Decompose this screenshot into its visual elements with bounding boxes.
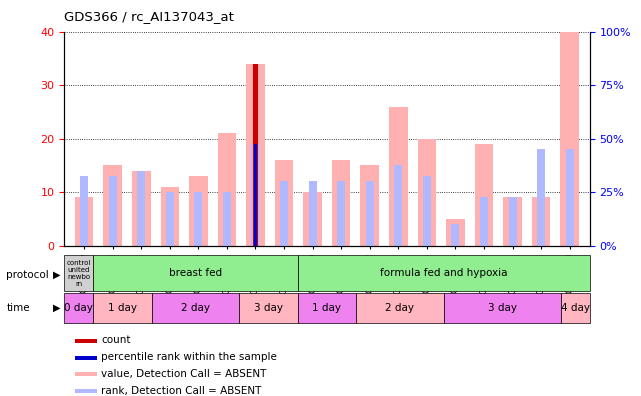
Bar <box>194 192 203 246</box>
Text: 1 day: 1 day <box>312 303 342 313</box>
Text: GDS366 / rc_AI137043_at: GDS366 / rc_AI137043_at <box>64 10 234 23</box>
Bar <box>451 224 460 246</box>
Bar <box>64 255 94 291</box>
Text: 3 day: 3 day <box>254 303 283 313</box>
Bar <box>74 372 97 377</box>
Bar <box>74 339 97 343</box>
Text: value, Detection Call = ABSENT: value, Detection Call = ABSENT <box>101 369 267 379</box>
Bar <box>74 356 97 360</box>
Bar <box>223 192 231 246</box>
Bar <box>74 389 97 393</box>
Text: 0 day: 0 day <box>64 303 93 313</box>
Bar <box>239 293 297 323</box>
Text: count: count <box>101 335 131 345</box>
Bar <box>160 187 179 246</box>
Bar <box>246 64 265 246</box>
Bar <box>508 197 517 246</box>
Bar <box>166 192 174 246</box>
Text: percentile rank within the sample: percentile rank within the sample <box>101 352 278 362</box>
Bar <box>503 197 522 246</box>
Text: time: time <box>6 303 30 313</box>
Text: 3 day: 3 day <box>488 303 517 313</box>
Bar <box>423 176 431 246</box>
Bar <box>152 293 239 323</box>
Bar <box>417 139 436 246</box>
Bar <box>444 293 560 323</box>
Bar <box>394 166 403 246</box>
Text: ▶: ▶ <box>53 270 60 280</box>
Bar <box>253 64 258 246</box>
Bar <box>532 197 551 246</box>
Bar <box>366 181 374 246</box>
Text: rank, Detection Call = ABSENT: rank, Detection Call = ABSENT <box>101 386 262 396</box>
Bar <box>94 255 297 291</box>
Bar <box>64 293 94 323</box>
Bar <box>137 171 146 246</box>
Bar <box>280 181 288 246</box>
Bar <box>297 293 356 323</box>
Bar <box>480 197 488 246</box>
Bar <box>132 171 151 246</box>
Bar <box>94 293 152 323</box>
Bar <box>560 293 590 323</box>
Bar <box>356 293 444 323</box>
Bar <box>109 176 117 246</box>
Bar <box>80 176 88 246</box>
Bar <box>103 166 122 246</box>
Text: ▶: ▶ <box>53 303 60 313</box>
Bar <box>560 32 579 246</box>
Bar <box>303 192 322 246</box>
Text: 2 day: 2 day <box>181 303 210 313</box>
Text: control
united
newbo
rn: control united newbo rn <box>67 260 91 287</box>
Text: 1 day: 1 day <box>108 303 137 313</box>
Bar <box>475 144 494 246</box>
Bar <box>218 133 237 246</box>
Text: 2 day: 2 day <box>385 303 415 313</box>
Bar <box>275 160 294 246</box>
Bar <box>389 107 408 246</box>
Bar <box>189 176 208 246</box>
Bar <box>537 149 545 246</box>
Bar <box>360 166 379 246</box>
Bar <box>297 255 590 291</box>
Text: protocol: protocol <box>6 270 49 280</box>
Bar <box>332 160 351 246</box>
Bar <box>566 149 574 246</box>
Text: 4 day: 4 day <box>561 303 590 313</box>
Text: formula fed and hypoxia: formula fed and hypoxia <box>380 268 508 278</box>
Bar <box>254 144 257 246</box>
Bar <box>251 144 260 246</box>
Bar <box>75 197 94 246</box>
Bar <box>446 219 465 246</box>
Bar <box>337 181 345 246</box>
Text: breast fed: breast fed <box>169 268 222 278</box>
Bar <box>308 181 317 246</box>
